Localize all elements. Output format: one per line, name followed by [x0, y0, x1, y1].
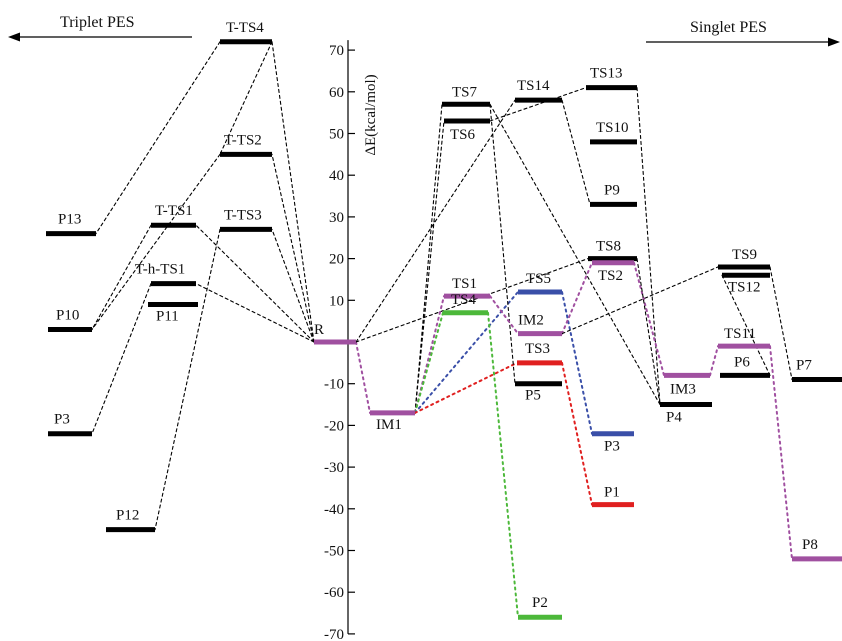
connection-ThTS1-P3t — [91, 283, 152, 435]
y-tick-label: 60 — [329, 85, 344, 101]
level-label-p13: P13 — [58, 212, 81, 228]
connection-TS9-P7 — [769, 266, 793, 381]
y-tick-label: 50 — [329, 127, 344, 143]
singlet-pes-label: Singlet PES — [690, 19, 767, 36]
level-label-ts9: TS9 — [732, 247, 757, 263]
y-tick-label: -10 — [324, 377, 344, 393]
level-label-im3: IM3 — [670, 381, 696, 397]
energy-levels: P13 P10 P3 P12 T-TS1 T-h-TS1 P11 T-TS4 T-TS2 T-TS… — [46, 20, 842, 620]
level-label-thts1: T-h-TS1 — [135, 262, 185, 278]
connection-IM2-TS9 — [561, 266, 719, 335]
connection-TS4-P2 — [487, 311, 519, 619]
connection-R-TTS2 — [271, 153, 315, 343]
connection-R-TTS4 — [271, 41, 315, 343]
connection-IM1-TS7 — [414, 103, 443, 414]
level-label-p3t: P3 — [54, 412, 70, 428]
level-label-r: R — [314, 322, 324, 338]
singlet-header: Singlet PES — [646, 19, 840, 47]
y-tick-label: 10 — [329, 293, 344, 309]
level-label-ts6: TS6 — [450, 127, 476, 143]
y-axis-label: ΔE(kcal/mol) — [363, 74, 379, 155]
connections — [91, 41, 793, 619]
triplet-header: Triplet PES — [8, 14, 192, 42]
level-label-p11: P11 — [156, 308, 179, 324]
level-label-p10: P10 — [56, 307, 79, 323]
connection-TS12-P6 — [721, 274, 771, 376]
connection-TS3-P1 — [561, 361, 593, 506]
connection-R-TS14 — [355, 99, 516, 343]
singlet-arrowhead-icon — [828, 37, 840, 47]
connection-TS7-P5 — [489, 103, 516, 385]
connection-IM3-TS11 — [709, 345, 719, 377]
connection-TTS2-P10 — [91, 153, 221, 331]
y-tick-label: -40 — [324, 502, 344, 518]
level-label-im2: IM2 — [518, 313, 544, 329]
level-label-tts1: T-TS1 — [155, 203, 193, 219]
level-label-p9: P9 — [604, 182, 620, 198]
level-label-ts7: TS7 — [452, 84, 478, 100]
connection-IM1-TS6 — [414, 120, 445, 414]
level-label-p3s: P3 — [604, 439, 620, 455]
y-tick-label: 40 — [329, 168, 344, 184]
connection-TS5-P3s — [561, 290, 593, 435]
level-label-ts4: TS4 — [451, 292, 477, 308]
level-label-ts14: TS14 — [517, 78, 550, 94]
connection-R-ThTS1 — [195, 283, 315, 343]
level-label-tts2: T-TS2 — [224, 132, 262, 148]
connection-IM2-TS2 — [561, 261, 593, 335]
level-label-ts2: TS2 — [598, 268, 623, 284]
connection-TTS4-TTS2 — [219, 41, 273, 155]
y-tick-label: -50 — [324, 544, 344, 560]
level-label-p8: P8 — [802, 537, 818, 553]
level-label-ts13: TS13 — [590, 66, 623, 82]
level-label-p12: P12 — [116, 508, 139, 524]
level-label-p6: P6 — [734, 354, 750, 370]
level-label-ts1: TS1 — [452, 276, 477, 292]
level-label-p1: P1 — [604, 485, 620, 501]
level-label-p4: P4 — [666, 410, 682, 426]
y-tick-label: -60 — [324, 585, 344, 601]
level-label-ts5: TS5 — [526, 271, 551, 287]
connection-TTS3-P12 — [154, 228, 221, 531]
connection-TS7-P4 — [489, 103, 661, 406]
connection-TTS1-P10 — [91, 224, 152, 331]
connection-TS14-P9 — [561, 99, 591, 205]
connection-TS11-P8 — [769, 345, 793, 560]
connection-TS1-IM2 — [489, 295, 519, 335]
level-label-p7: P7 — [796, 358, 812, 374]
level-label-im1: IM1 — [376, 417, 402, 433]
level-label-tts4: T-TS4 — [226, 20, 264, 36]
connection-R-TTS1 — [195, 224, 315, 343]
triplet-pes-label: Triplet PES — [60, 14, 135, 31]
level-label-ts8: TS8 — [596, 239, 621, 255]
y-tick-label: -70 — [324, 627, 344, 641]
connection-R-TTS3 — [271, 228, 315, 343]
connection-TS6-TS13 — [489, 87, 587, 122]
level-label-ts10: TS10 — [596, 120, 629, 136]
connection-TS8-P4 — [636, 258, 661, 406]
connection-IM1-TS3 — [414, 361, 518, 414]
level-label-ts3: TS3 — [525, 341, 550, 357]
connection-R-IM1 — [355, 341, 371, 414]
connection-TS13-P4 — [636, 87, 661, 406]
level-label-p5: P5 — [525, 388, 541, 404]
y-tick-label: 20 — [329, 252, 344, 268]
level-label-ts11: TS11 — [724, 326, 756, 342]
energy-axis: -70 -60 -50 -40 -30 -20 -10 10 20 30 40 50 60 70 — [324, 40, 355, 641]
connection-R-TS8 — [355, 258, 589, 343]
connection-IM1-TS4 — [414, 311, 444, 414]
y-tick-label: -30 — [324, 460, 344, 476]
y-tick-label: 30 — [329, 210, 344, 226]
connection-TS2-IM3 — [633, 261, 665, 377]
level-label-p2: P2 — [532, 595, 548, 611]
connection-TTS4-P13 — [95, 41, 221, 235]
y-tick-label: -20 — [324, 418, 344, 434]
triplet-arrowhead-icon — [8, 32, 20, 42]
y-tick-label: 70 — [329, 43, 344, 59]
level-label-ts12: TS12 — [728, 279, 761, 295]
level-label-tts3: T-TS3 — [224, 207, 262, 223]
